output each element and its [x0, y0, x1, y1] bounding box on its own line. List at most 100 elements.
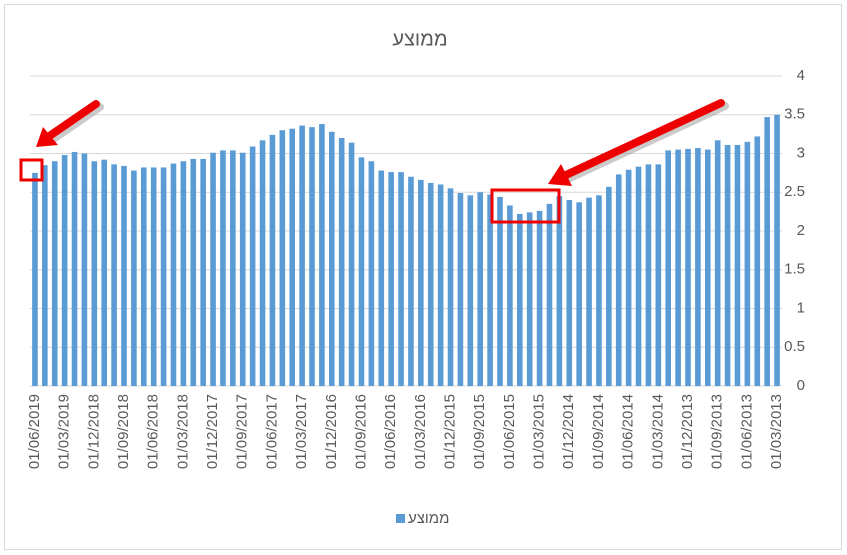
arrow-shadow	[566, 102, 729, 182]
x-tick-label: 01/12/2013	[679, 394, 696, 469]
plot-area: 0 0.5 1 1.5 2 2.5 3 3.5 4 01/06/2019 01/03/2019 01/…	[26, 67, 805, 527]
x-tick-label: 01/09/2016	[352, 394, 369, 469]
bar	[635, 166, 642, 386]
arrow-shadow	[48, 103, 104, 144]
y-tick-label: 2	[797, 222, 805, 239]
x-tick-label: 01/09/2013	[709, 394, 726, 469]
bar	[507, 205, 513, 386]
bar	[111, 164, 117, 386]
bar	[230, 150, 236, 386]
annotations	[19, 99, 729, 224]
x-tick-label: 01/06/2018	[145, 394, 162, 469]
x-tick-label: 01/03/2014	[649, 394, 666, 469]
y-tick-label: 1.5	[784, 261, 805, 278]
x-tick-label: 01/09/2014	[590, 394, 607, 469]
y-tick-label: 1	[797, 299, 805, 316]
bar	[170, 163, 177, 386]
x-tick-label: 01/06/2015	[501, 394, 518, 469]
x-tick-label: 01/06/2014	[620, 394, 637, 469]
bar	[744, 141, 751, 386]
bar	[724, 144, 731, 386]
bar	[289, 128, 296, 386]
bar	[299, 125, 305, 386]
bar	[140, 167, 147, 386]
y-tick-label: 2.5	[784, 183, 805, 200]
bar	[200, 158, 206, 386]
bar	[358, 157, 365, 386]
x-tick-label: 01/06/2013	[738, 394, 755, 469]
bar	[576, 202, 582, 386]
bar	[437, 184, 444, 386]
bar	[606, 186, 612, 386]
y-tick-label: 4	[797, 67, 805, 84]
bar	[774, 114, 780, 386]
bar	[685, 148, 691, 386]
bar	[42, 165, 48, 386]
bar	[497, 196, 503, 386]
x-tick-label: 01/12/2014	[560, 394, 577, 469]
bar	[338, 138, 345, 386]
bar	[734, 144, 741, 386]
bar	[754, 136, 761, 386]
bar	[61, 155, 68, 386]
y-tick-label: 0.5	[784, 338, 805, 355]
bar	[51, 161, 58, 386]
legend-swatch	[396, 514, 405, 523]
bar	[665, 150, 672, 386]
arrow-head	[36, 127, 58, 147]
bar	[714, 140, 721, 386]
x-tick-label: 01/03/2013	[768, 394, 785, 469]
x-tick-label: 01/03/2017	[293, 394, 310, 469]
bar	[477, 192, 484, 386]
bar	[586, 197, 592, 386]
bar	[279, 130, 286, 386]
x-tick-label: 01/09/2018	[115, 394, 132, 469]
arrow-head	[548, 164, 572, 186]
bar	[526, 212, 533, 386]
x-tick-label: 01/06/2019	[26, 394, 43, 469]
bar	[487, 194, 493, 386]
bar	[259, 140, 266, 386]
bar	[467, 195, 474, 386]
y-tick-label: 3.5	[784, 106, 805, 123]
bar	[249, 146, 256, 386]
legend-label: ממוצע	[408, 510, 449, 527]
bar	[447, 188, 454, 386]
bar	[516, 213, 523, 386]
y-tick-label: 0	[797, 377, 805, 394]
x-tick-label: 01/03/2018	[174, 394, 191, 469]
bar	[368, 161, 375, 386]
bar	[418, 179, 424, 386]
bar	[319, 124, 325, 387]
bar	[457, 193, 464, 386]
bar	[695, 148, 701, 386]
x-tick-label: 01/12/2017	[204, 394, 221, 469]
bar	[239, 152, 246, 386]
bar	[121, 165, 127, 386]
arrow	[44, 100, 100, 141]
bar	[71, 151, 78, 386]
x-tick-label: 01/06/2016	[382, 394, 399, 469]
bar	[269, 134, 276, 386]
bar	[764, 117, 770, 386]
arrow	[562, 99, 725, 179]
y-tick-label: 3	[797, 144, 805, 161]
x-tick-label: 01/03/2019	[56, 394, 73, 469]
bar	[388, 172, 394, 386]
bar	[210, 152, 216, 386]
highlight-box	[19, 158, 44, 182]
bar	[91, 161, 98, 386]
bar	[596, 195, 602, 386]
bar	[190, 158, 197, 386]
bar	[81, 153, 88, 386]
bar	[408, 176, 414, 386]
bar	[675, 149, 681, 386]
x-tick-label: 01/03/2016	[412, 394, 429, 469]
x-tick-label: 01/06/2017	[263, 394, 280, 469]
bar	[180, 161, 187, 386]
bar	[398, 172, 404, 386]
bar	[378, 170, 385, 386]
bar	[160, 167, 167, 386]
highlight-box	[490, 188, 561, 224]
